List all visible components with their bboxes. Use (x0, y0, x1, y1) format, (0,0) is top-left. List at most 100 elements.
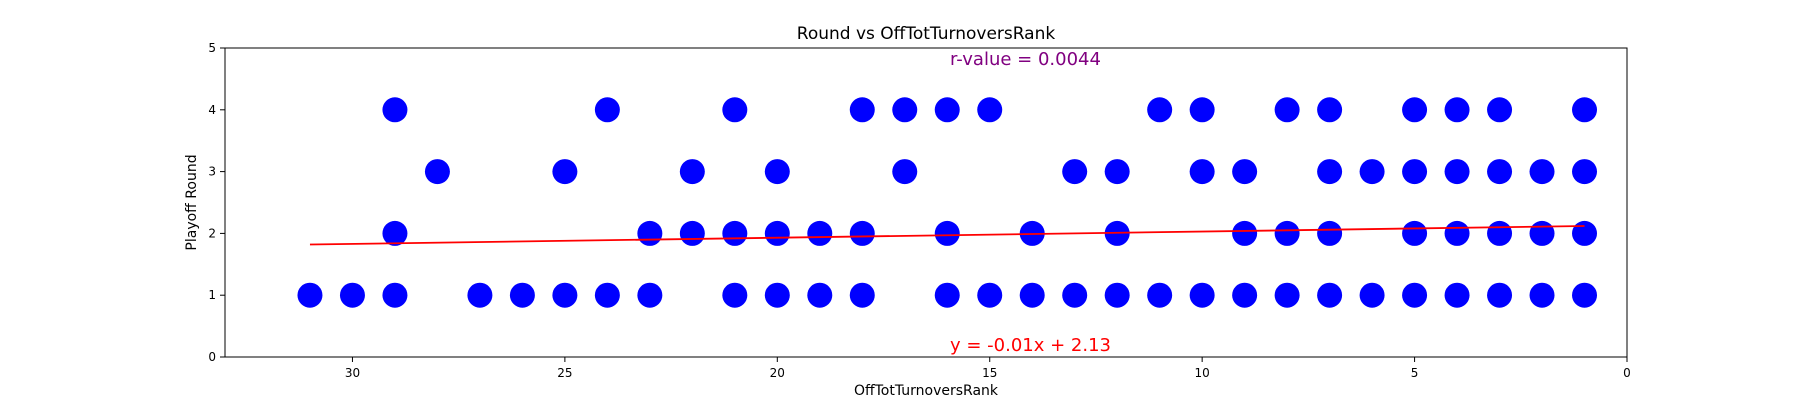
data-point (1444, 282, 1470, 308)
data-point (297, 282, 323, 308)
data-point (1402, 220, 1428, 246)
data-point (1019, 282, 1045, 308)
data-point (1572, 97, 1598, 123)
x-tick-label: 10 (1195, 366, 1210, 380)
data-point (934, 220, 960, 246)
data-point (1572, 220, 1598, 246)
y-tick-label: 1 (208, 288, 216, 302)
data-point (637, 282, 663, 308)
y-tick-label: 0 (208, 350, 216, 364)
data-point (1529, 282, 1555, 308)
data-point (382, 220, 408, 246)
data-point (722, 97, 748, 123)
data-point (1317, 282, 1343, 308)
data-point (807, 220, 833, 246)
data-point (1189, 282, 1215, 308)
x-axis: 30 25 20 15 10 5 0 (345, 357, 1631, 380)
data-point (1572, 159, 1598, 185)
x-tick-label: 5 (1411, 366, 1419, 380)
data-point (934, 282, 960, 308)
data-point (339, 282, 365, 308)
data-point (1359, 159, 1385, 185)
data-point (1487, 97, 1513, 123)
data-point (1189, 97, 1215, 123)
data-point (977, 97, 1003, 123)
data-point (1487, 220, 1513, 246)
data-point (1317, 159, 1343, 185)
data-point (679, 159, 705, 185)
x-tick-label: 30 (345, 366, 360, 380)
data-point (1487, 282, 1513, 308)
data-point (934, 97, 960, 123)
data-point (509, 282, 535, 308)
data-point (1444, 220, 1470, 246)
data-point (1572, 282, 1598, 308)
data-point (722, 282, 748, 308)
data-point (849, 220, 875, 246)
data-point (1232, 220, 1258, 246)
data-point (977, 282, 1003, 308)
data-point (1274, 220, 1300, 246)
data-point (764, 159, 790, 185)
data-point (849, 97, 875, 123)
data-point (1487, 159, 1513, 185)
data-point (552, 159, 578, 185)
x-tick-label: 20 (770, 366, 785, 380)
y-axis-label: Playoff Round (184, 154, 200, 250)
data-point (1147, 97, 1173, 123)
y-tick-label: 2 (208, 226, 216, 240)
data-point (1147, 282, 1173, 308)
data-point (1402, 282, 1428, 308)
data-point (1189, 159, 1215, 185)
y-tick-label: 3 (208, 165, 216, 179)
x-tick-label: 0 (1623, 366, 1631, 380)
data-point (594, 97, 620, 123)
y-tick-label: 4 (208, 103, 216, 117)
x-axis-label: OffTotTurnoversRank (854, 383, 999, 399)
chart-title: Round vs OffTotTurnoversRank (797, 24, 1056, 44)
data-point (552, 282, 578, 308)
data-point (1529, 220, 1555, 246)
data-point (1232, 159, 1258, 185)
data-point (467, 282, 493, 308)
data-point (722, 220, 748, 246)
regression-layer (309, 225, 1585, 246)
r-value-annotation: r-value = 0.0044 (950, 49, 1101, 70)
data-point (1274, 97, 1300, 123)
data-point (1232, 282, 1258, 308)
data-point (1062, 159, 1088, 185)
data-point (764, 220, 790, 246)
data-point (1529, 159, 1555, 185)
data-point (424, 159, 450, 185)
regression-line (309, 225, 1585, 246)
data-point (637, 220, 663, 246)
data-point (1317, 220, 1343, 246)
data-point (1402, 97, 1428, 123)
regression-equation-annotation: y = -0.01x + 2.13 (950, 335, 1111, 356)
y-tick-label: 5 (208, 41, 216, 55)
points-layer (297, 97, 1598, 308)
data-point (807, 282, 833, 308)
data-point (1104, 282, 1130, 308)
data-point (594, 282, 620, 308)
data-point (892, 159, 918, 185)
data-point (849, 282, 875, 308)
x-tick-label: 25 (557, 366, 572, 380)
data-point (764, 282, 790, 308)
data-point (892, 97, 918, 123)
data-point (1402, 159, 1428, 185)
y-axis: 0 1 2 3 4 5 (208, 41, 225, 364)
data-point (1444, 159, 1470, 185)
data-point (679, 220, 705, 246)
data-point (1359, 282, 1385, 308)
data-point (1104, 159, 1130, 185)
data-point (1317, 97, 1343, 123)
data-point (382, 97, 408, 123)
plot-frame (224, 47, 1628, 358)
x-tick-label: 15 (982, 366, 997, 380)
data-point (382, 282, 408, 308)
data-point (1444, 97, 1470, 123)
data-point (1274, 282, 1300, 308)
data-point (1062, 282, 1088, 308)
